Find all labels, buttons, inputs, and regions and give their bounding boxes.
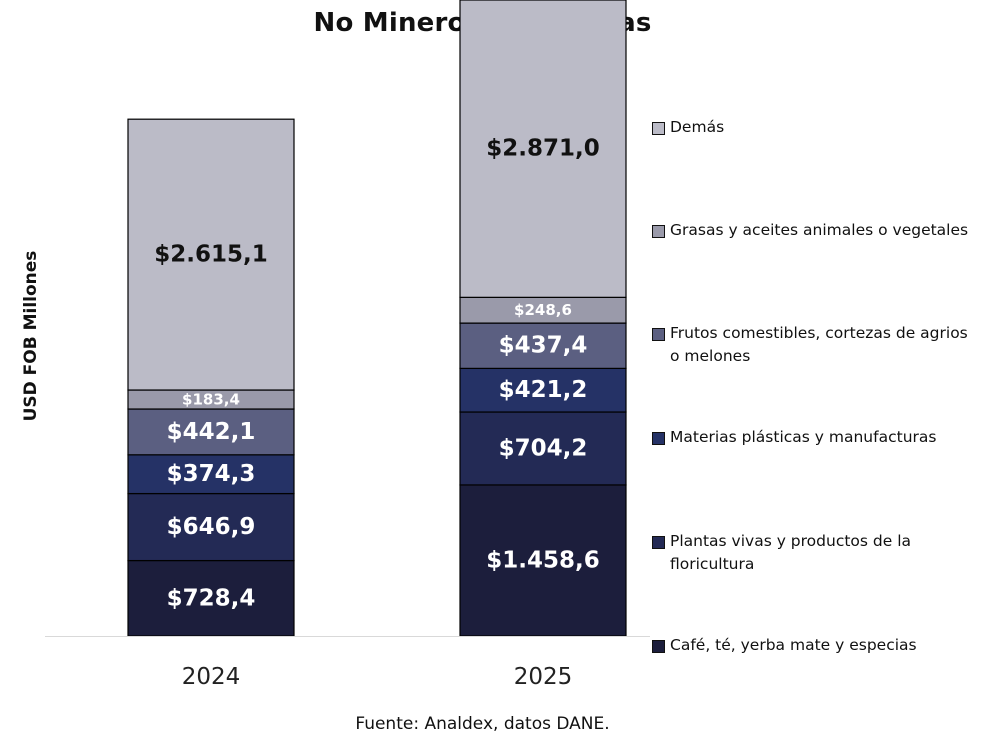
legend-label: Materias plásticas y manufacturas bbox=[670, 428, 937, 446]
data-label-2024-1: $646,9 bbox=[167, 514, 256, 540]
x-tick-labels: 2024 2025 bbox=[182, 664, 573, 690]
bar-segment-2024-0 bbox=[127, 559, 295, 637]
labels-layer: $728,4 $646,9 $374,3 $442,1 $183,4 $2.615,1 $1… bbox=[154, 136, 600, 612]
data-label-2024-2: $374,3 bbox=[167, 461, 256, 487]
data-label-2024-0: $728,4 bbox=[167, 585, 256, 611]
data-label-2025-1: $704,2 bbox=[499, 435, 588, 461]
legend-item-0: Demás bbox=[652, 116, 980, 139]
legend-swatch bbox=[652, 122, 665, 135]
bar-segment-2025-5 bbox=[459, 0, 627, 298]
bar-segment-2025-1 bbox=[459, 411, 627, 486]
data-label-2025-0: $1.458,6 bbox=[486, 547, 600, 573]
data-label-2025-3: $437,4 bbox=[499, 333, 588, 359]
legend-swatch bbox=[652, 536, 665, 549]
legend-item-1: Grasas y aceites animales o vegetales bbox=[652, 219, 980, 242]
legend-item-4: Plantas vivas y productos de la floricul… bbox=[652, 530, 980, 576]
legend-label: Grasas y aceites animales o vegetales bbox=[670, 221, 969, 239]
bar-segment-2025-3 bbox=[459, 322, 627, 369]
x-tick-2024: 2024 bbox=[182, 664, 241, 690]
legend-swatch bbox=[652, 432, 665, 445]
legend-swatch bbox=[652, 640, 665, 653]
legend-item-5: Café, té, yerba mate y especias bbox=[652, 634, 980, 657]
legend-label: Plantas vivas y productos de la floricul… bbox=[670, 532, 912, 573]
bar-segment-2025-2 bbox=[459, 367, 627, 413]
data-label-2025-4: $248,6 bbox=[514, 301, 572, 319]
data-label-2024-5: $2.615,1 bbox=[154, 242, 268, 268]
legend-swatch bbox=[652, 225, 665, 238]
data-label-2024-4: $183,4 bbox=[182, 391, 240, 409]
bars-layer bbox=[127, 0, 627, 637]
x-tick-2025: 2025 bbox=[514, 664, 573, 690]
bar-segment-2024-3 bbox=[127, 408, 295, 456]
legend-item-2: Frutos comestibles, cortezas de agrios o… bbox=[652, 322, 980, 368]
legend-label: Demás bbox=[670, 118, 725, 136]
legend-item-3: Materias plásticas y manufacturas bbox=[652, 426, 980, 449]
data-label-2025-2: $421,2 bbox=[499, 377, 588, 403]
bar-segment-2024-2 bbox=[127, 454, 295, 495]
legend-swatch bbox=[652, 328, 665, 341]
bar-segment-2025-0 bbox=[459, 484, 627, 637]
source-note: Fuente: Analdex, datos DANE. bbox=[355, 714, 610, 734]
legend-label: Café, té, yerba mate y especias bbox=[670, 636, 917, 654]
legend-label: Frutos comestibles, cortezas de agrios o… bbox=[670, 324, 968, 365]
bar-segment-2024-5 bbox=[127, 118, 295, 391]
data-label-2025-5: $2.871,0 bbox=[486, 136, 600, 162]
bar-segment-2025-4 bbox=[459, 296, 627, 324]
data-label-2024-3: $442,1 bbox=[167, 419, 256, 445]
